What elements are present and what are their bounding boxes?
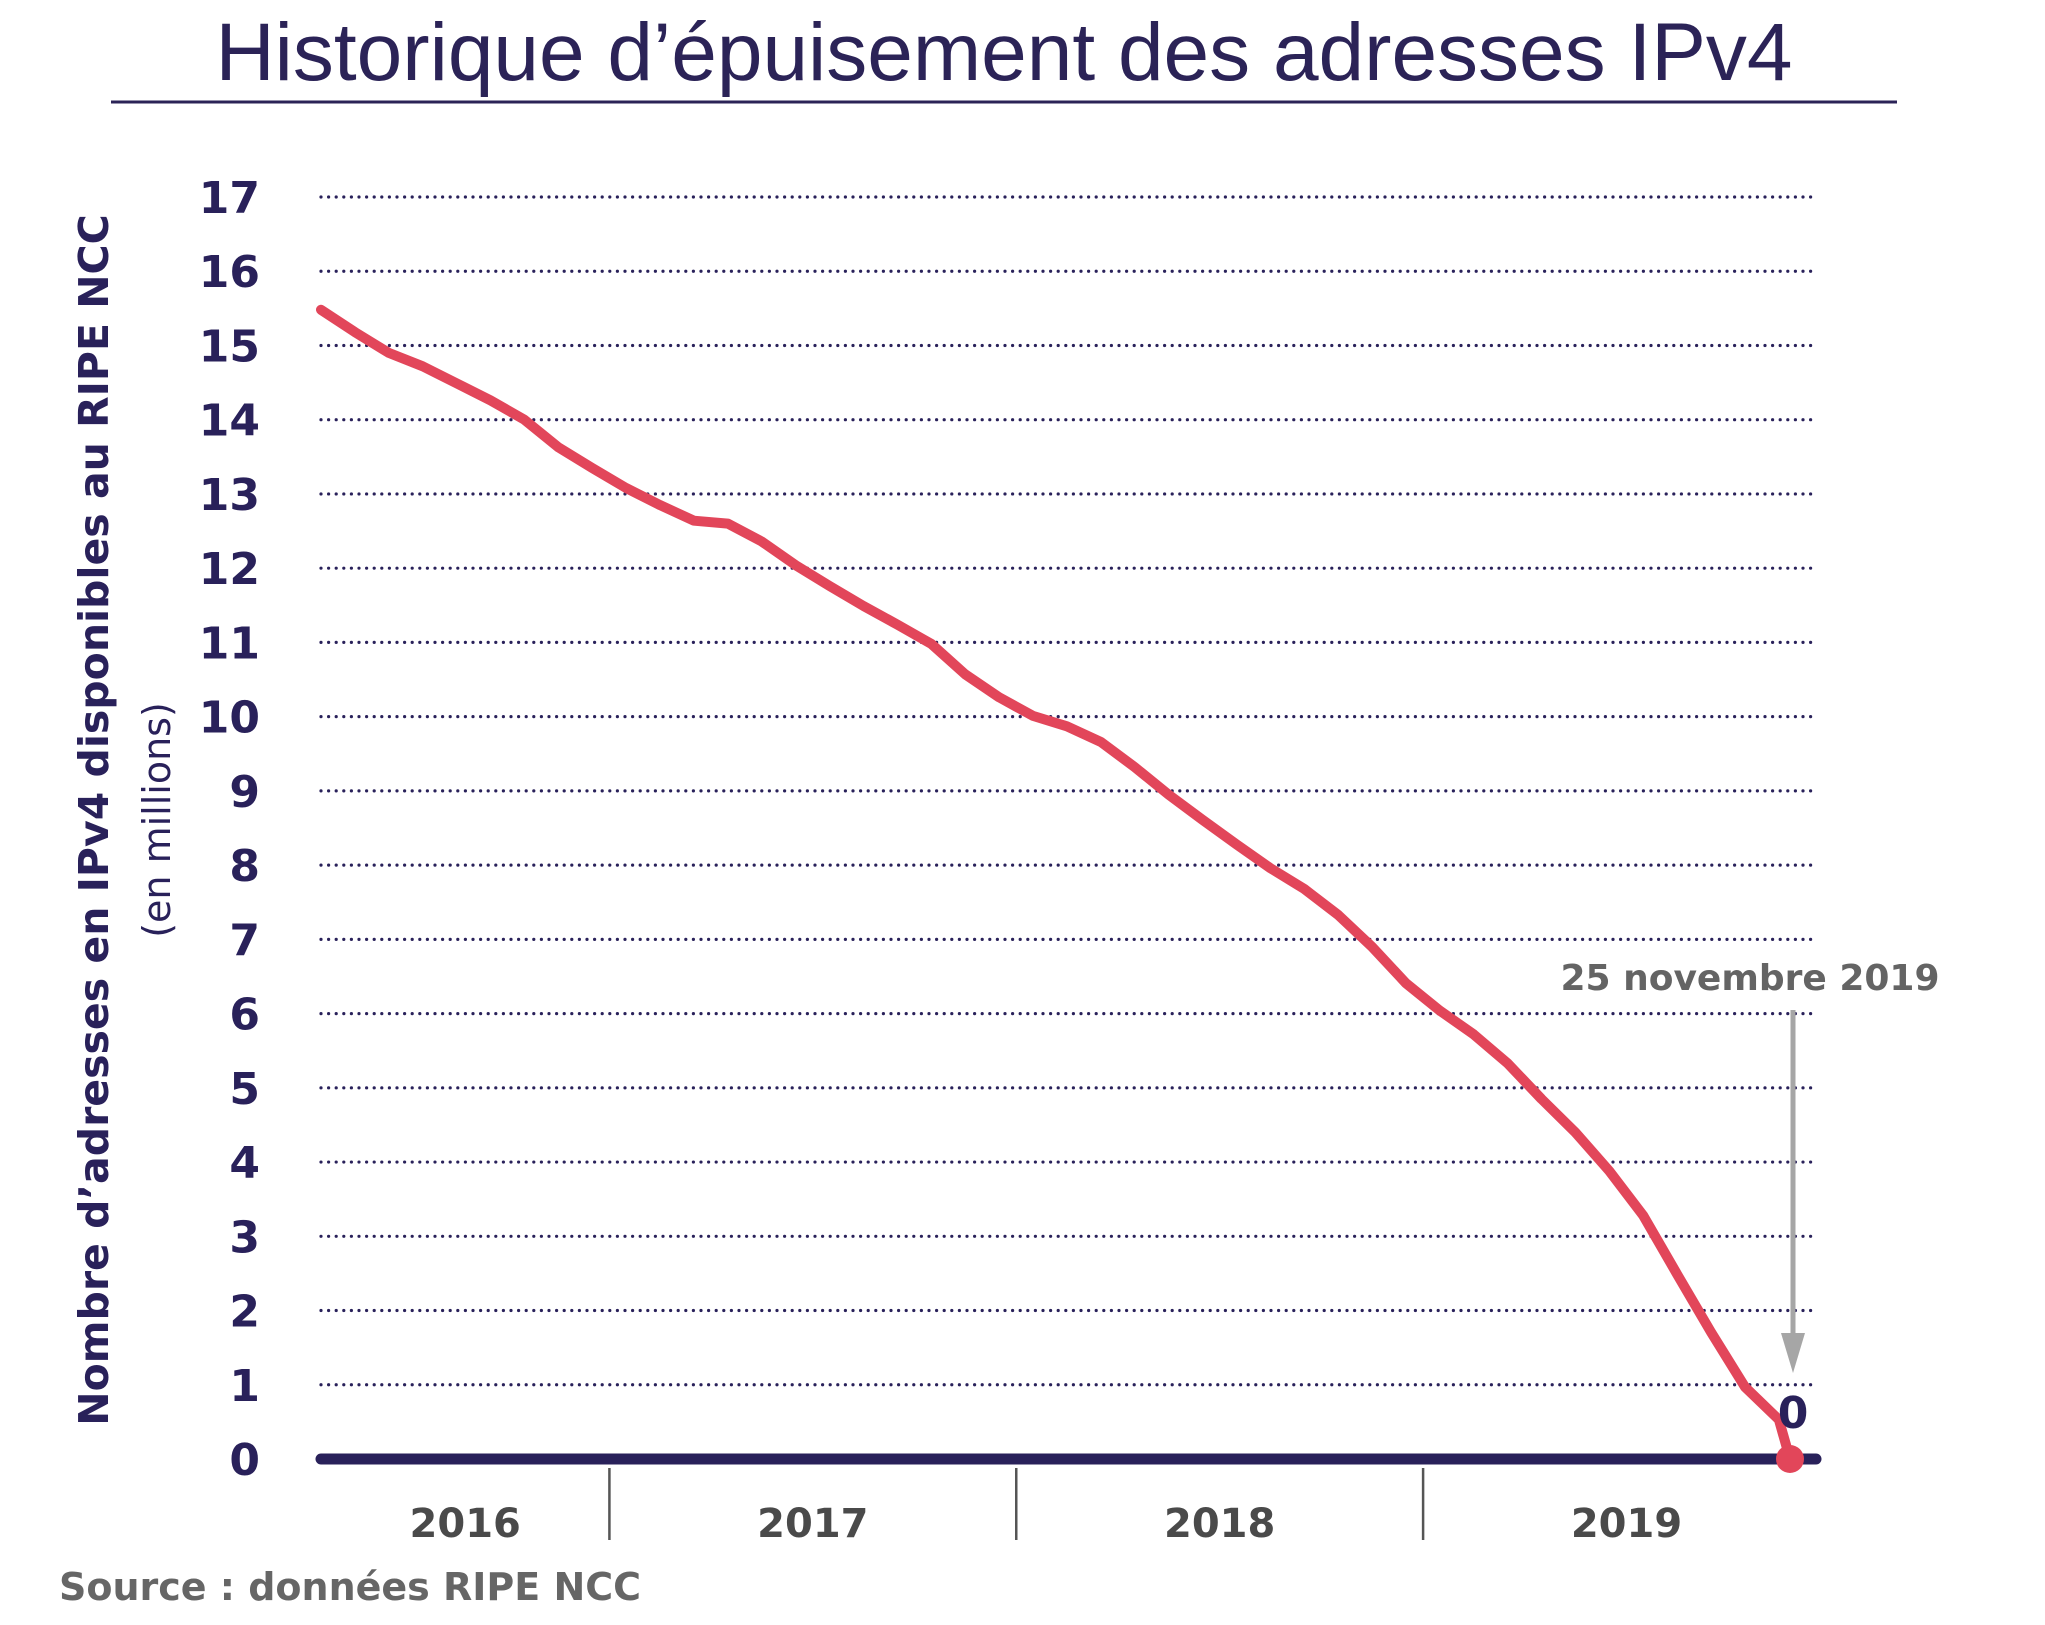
chart-title: Historique d’épuisement des adresses IPv… [215,7,1792,98]
annotation-date-label: 25 novembre 2019 [1560,958,1939,999]
y-tick-label: 0 [229,1435,260,1486]
x-tick-label: 2017 [757,1501,868,1547]
y-tick-label: 15 [199,321,260,372]
series-line [316,304,1795,1464]
x-tick-label: 2016 [410,1501,521,1547]
y-tick-label: 8 [229,841,260,892]
y-tick-label: 1 [229,1361,260,1412]
y-tick-label: 14 [199,396,260,447]
y-tick-label: 4 [229,1138,260,1189]
y-tick-label: 16 [199,247,260,298]
source-note: Source : données RIPE NCC [59,1565,641,1609]
y-axis-label: Nombre d’adresses en IPv4 disponibles au… [70,214,118,1425]
x-tick-label: 2018 [1164,1501,1275,1547]
x-tick-label: 2019 [1571,1501,1682,1547]
y-tick-label: 6 [229,990,260,1041]
y-tick-label: 2 [229,1287,260,1338]
y-axis-unit: (en millions) [135,702,179,938]
y-tick-label: 9 [229,767,260,818]
annotation-value-label: 0 [1778,1388,1809,1439]
y-tick-label: 13 [199,470,260,521]
y-tick-label: 3 [229,1212,260,1263]
y-tick-label: 12 [199,544,260,595]
y-tick-label: 17 [199,173,260,224]
y-tick-label: 10 [199,693,260,744]
year-separators [608,1468,1425,1540]
end-point-marker [1776,1445,1804,1473]
y-tick-label: 7 [229,915,260,966]
y-tick-label: 11 [199,618,260,669]
annotation-arrow-head-icon [1781,1333,1805,1373]
gridlines [319,195,1818,1387]
x-tick-labels: 2016 2017 2018 2019 [410,1501,1683,1547]
y-tick-label: 5 [229,1064,260,1115]
